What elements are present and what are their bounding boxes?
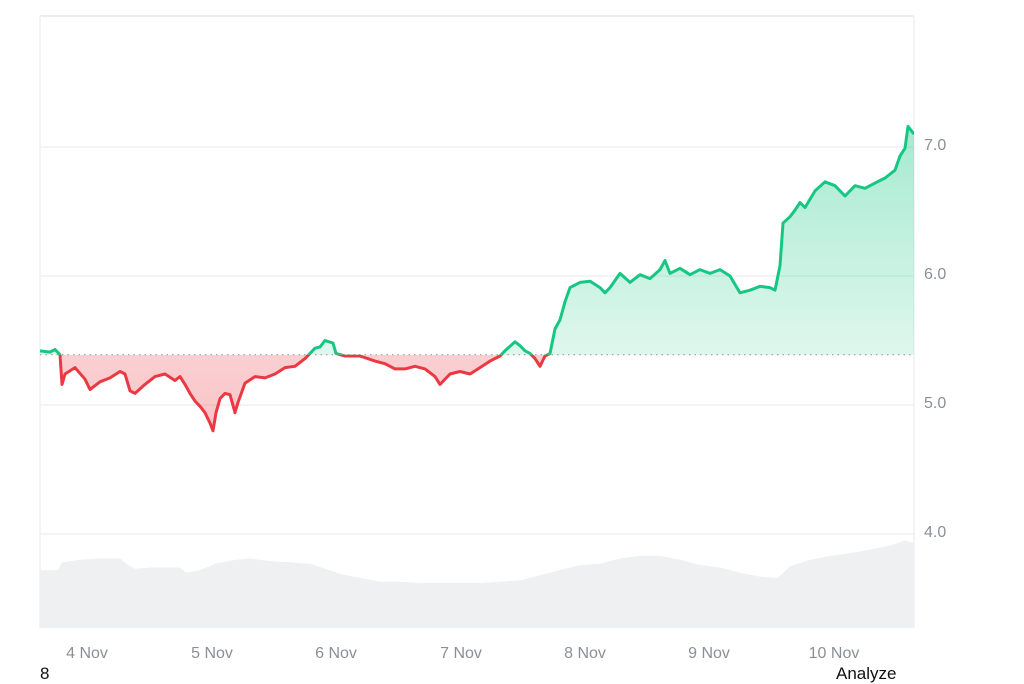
x-tick-label: 7 Nov	[440, 645, 482, 662]
x-tick-label: 6 Nov	[315, 645, 357, 662]
x-tick-label: 5 Nov	[191, 645, 233, 662]
y-tick-label: 4.0	[924, 524, 947, 541]
footer-left-text: 8	[40, 664, 50, 683]
x-tick-label: 10 Nov	[808, 645, 860, 662]
price-line-up	[40, 124, 914, 355]
y-tick-label: 5.0	[924, 395, 947, 412]
loss-fill-area	[40, 354, 914, 431]
y-tick-label: 6.0	[924, 266, 947, 283]
y-tick-label: 7.0	[924, 137, 947, 154]
analyze-button[interactable]: Analyze	[836, 664, 897, 683]
x-tick-label: 4 Nov	[66, 645, 108, 662]
volume-area	[40, 540, 914, 628]
x-tick-label: 9 Nov	[688, 645, 730, 662]
price-line-down	[57, 354, 551, 433]
x-tick-label: 8 Nov	[564, 645, 606, 662]
gain-fill-area	[40, 126, 914, 355]
gridlines	[40, 146, 914, 535]
